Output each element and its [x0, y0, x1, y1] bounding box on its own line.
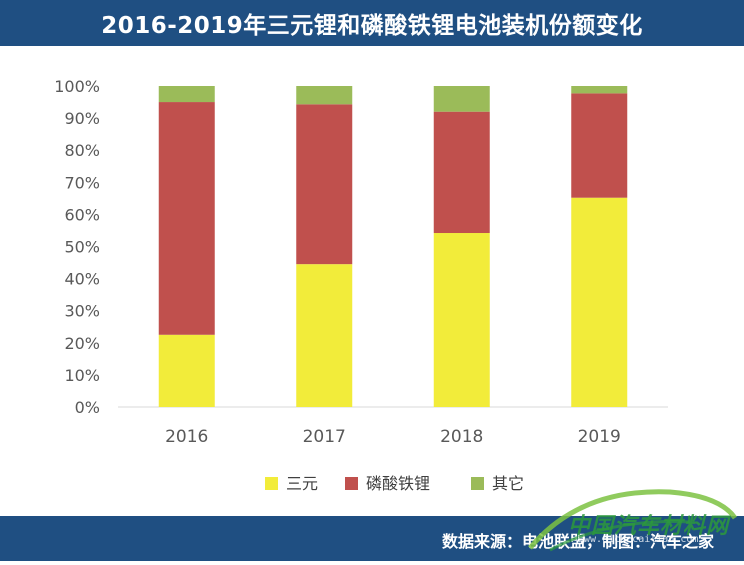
footer-bar: 数据来源：电池联盟，制图：汽车之家 — [0, 516, 744, 561]
stacked-bar-chart: 0% 10% 20% 30% 40% 50% 60% 70% 80% 90% 100% 2016 201… — [54, 77, 668, 493]
x-tick-label: 2019 — [578, 427, 621, 447]
x-tick-label: 2018 — [440, 427, 483, 447]
y-tick-label: 60% — [64, 205, 100, 224]
bar-2016-series-0 — [158, 334, 215, 407]
legend-swatch — [471, 477, 484, 490]
bar-2018-series-1 — [433, 111, 490, 234]
legend-label: 磷酸铁锂 — [366, 474, 430, 493]
bar-2016-series-1 — [158, 102, 215, 335]
y-tick-label: 40% — [64, 270, 100, 289]
y-tick-label: 0% — [75, 398, 100, 417]
y-tick-label: 20% — [64, 334, 100, 353]
y-tick-label: 50% — [64, 238, 100, 257]
y-tick-label: 70% — [64, 173, 100, 192]
bar-2018-series-0 — [433, 233, 490, 407]
x-tick-label: 2017 — [303, 427, 346, 447]
y-tick-label: 100% — [54, 77, 100, 96]
chart-title: 2016-2019年三元锂和磷酸铁锂电池装机份额变化 — [101, 13, 643, 39]
bar-2017-series-2 — [296, 86, 353, 105]
bar-2019-series-1 — [571, 93, 628, 198]
legend-label: 三元 — [286, 474, 318, 493]
legend-swatch — [345, 477, 358, 490]
bar-2016-series-2 — [158, 86, 215, 103]
data-source-text: 数据来源：电池联盟，制图：汽车之家 — [441, 532, 714, 551]
bar-2018-series-2 — [433, 86, 490, 112]
x-tick-label: 2016 — [165, 427, 208, 447]
y-tick-label: 10% — [64, 366, 100, 385]
legend-swatch — [265, 477, 278, 490]
y-tick-label: 80% — [64, 141, 100, 160]
bar-2017-series-0 — [296, 264, 353, 407]
y-tick-label: 90% — [64, 109, 100, 128]
bar-2019-series-0 — [571, 197, 628, 407]
legend-label: 其它 — [492, 474, 524, 493]
bar-2017-series-1 — [296, 104, 353, 265]
chart-title-bar: 2016-2019年三元锂和磷酸铁锂电池装机份额变化 — [0, 0, 744, 46]
y-tick-label: 30% — [64, 302, 100, 321]
bar-2019-series-2 — [571, 86, 628, 94]
chart-plot-area: 0% 10% 20% 30% 40% 50% 60% 70% 80% 90% 100% 2016 201… — [0, 46, 744, 516]
